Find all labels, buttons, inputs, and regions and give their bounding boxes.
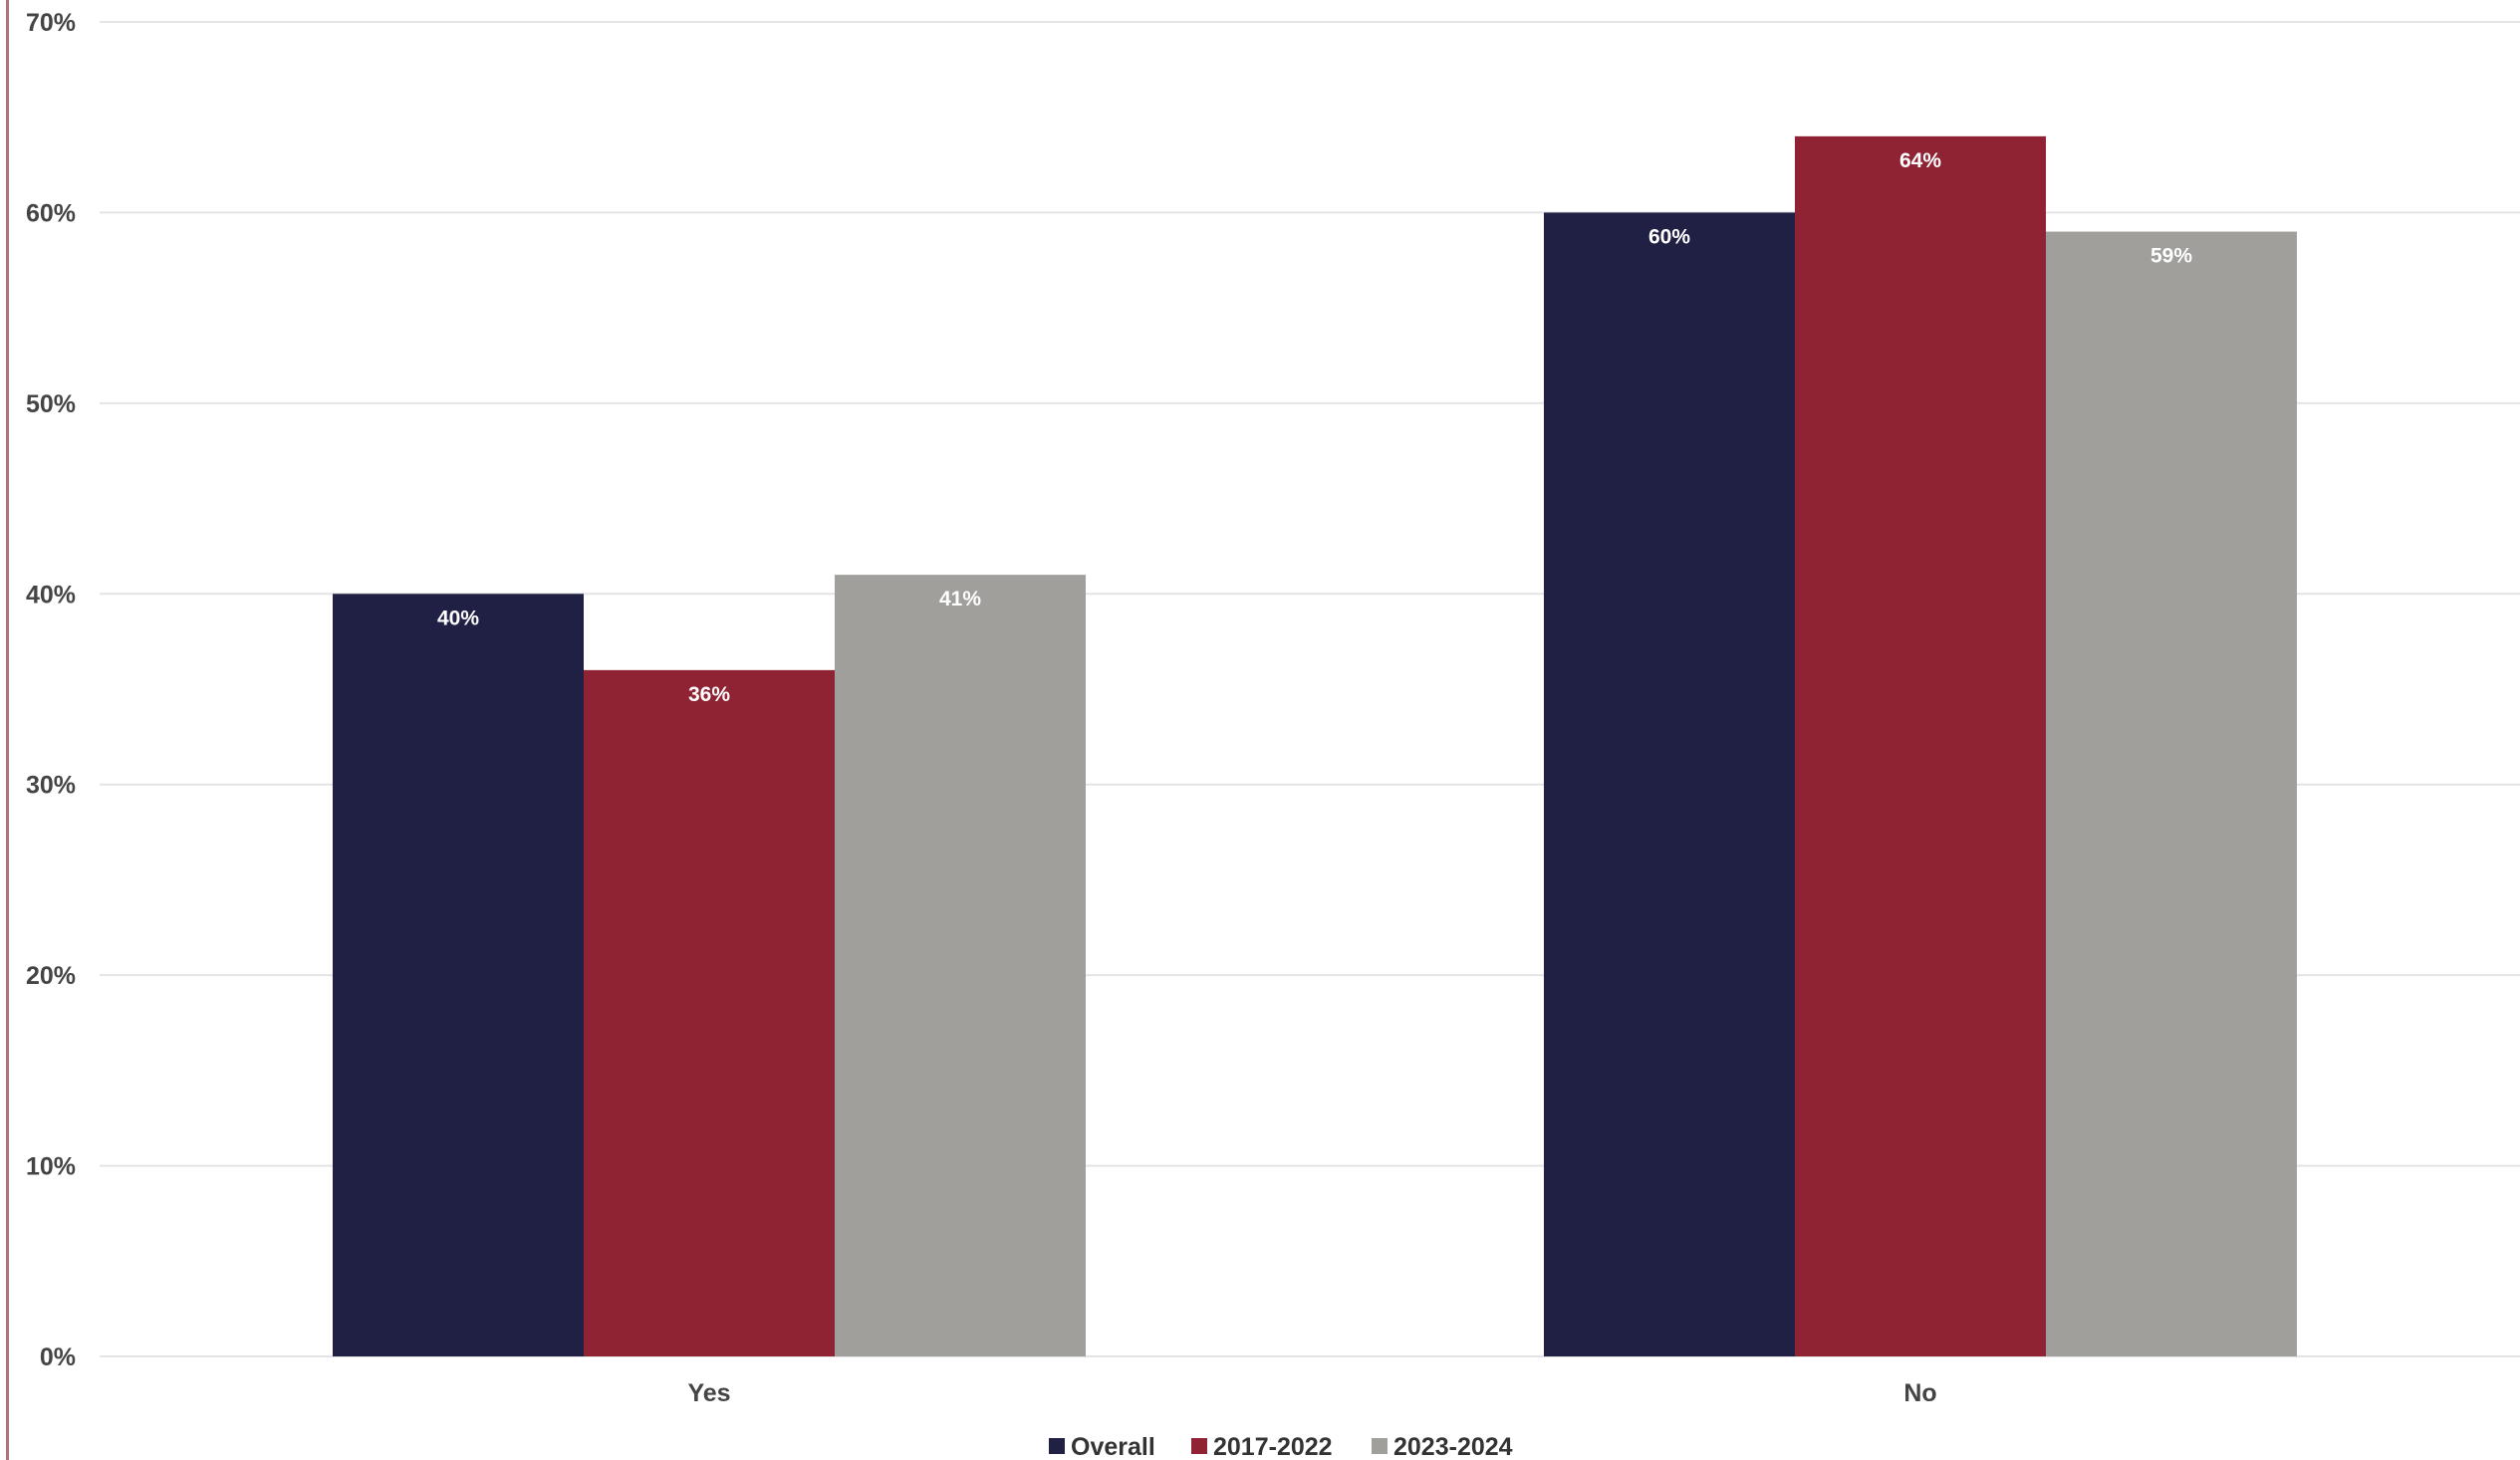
bar-yes-2023-2024	[835, 575, 1086, 1356]
bar-yes-overall	[333, 594, 584, 1356]
y-tick-label: 40%	[26, 581, 76, 608]
data-label: 59%	[2150, 245, 2192, 268]
y-tick-label: 0%	[40, 1343, 76, 1371]
y-axis-tick-labels: 0% 10% 20% 30% 40% 50% 60% 70%	[26, 9, 76, 1371]
bar-no-2023-2024	[2046, 231, 2297, 1357]
data-label: 36%	[688, 683, 730, 706]
legend-label: Overall	[1071, 1433, 1155, 1460]
data-label: 41%	[939, 588, 981, 610]
legend: Overall 2017-2022 2023-2024	[1049, 1433, 1513, 1460]
x-category-label: Yes	[687, 1379, 730, 1407]
x-axis-category-labels: Yes No	[687, 1379, 1936, 1407]
data-label: 60%	[1648, 225, 1690, 248]
legend-item-overall: Overall	[1049, 1433, 1155, 1460]
y-tick-label: 70%	[26, 9, 76, 37]
bar-no-overall	[1544, 212, 1795, 1356]
legend-label: 2017-2022	[1213, 1433, 1333, 1460]
bar-data-labels: 40% 36% 41% 60% 64% 59%	[437, 149, 2192, 706]
legend-swatch	[1191, 1438, 1207, 1454]
y-tick-label: 20%	[26, 962, 76, 990]
y-tick-label: 50%	[26, 390, 76, 418]
data-label: 40%	[437, 607, 479, 629]
legend-swatch	[1372, 1438, 1387, 1454]
y-tick-label: 10%	[26, 1153, 76, 1181]
left-border-line	[6, 0, 9, 1460]
legend-item-2023-2024: 2023-2024	[1372, 1433, 1513, 1460]
legend-item-2017-2022: 2017-2022	[1191, 1433, 1333, 1460]
data-label: 64%	[1899, 149, 1941, 172]
bar-yes-2017-2022	[584, 669, 835, 1356]
bar-no-2017-2022	[1795, 135, 2046, 1356]
legend-label: 2023-2024	[1393, 1433, 1513, 1460]
y-tick-label: 30%	[26, 772, 76, 800]
bars	[333, 135, 2297, 1357]
y-tick-label: 60%	[26, 199, 76, 227]
x-category-label: No	[1903, 1379, 1936, 1407]
legend-swatch	[1049, 1438, 1065, 1454]
